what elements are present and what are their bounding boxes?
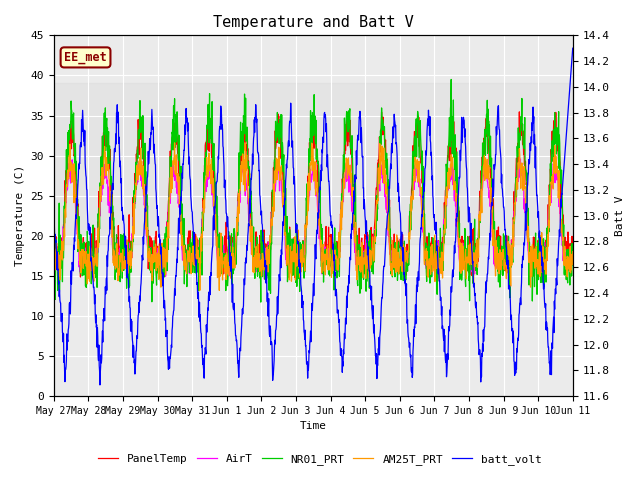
PanelTemp xyxy=(394,235,401,241)
NR01_PRT xyxy=(223,281,231,287)
AirT xyxy=(569,258,577,264)
batt_volt xyxy=(224,214,232,220)
Y-axis label: Temperature (C): Temperature (C) xyxy=(15,165,25,266)
Y-axis label: Batt V: Batt V xyxy=(615,195,625,236)
batt_volt xyxy=(50,213,58,218)
PanelTemp xyxy=(433,276,440,282)
PanelTemp xyxy=(165,186,173,192)
batt_volt xyxy=(569,45,577,51)
batt_volt xyxy=(153,205,161,211)
AM25T_PRT xyxy=(569,249,577,254)
AirT xyxy=(165,192,173,198)
NR01_PRT xyxy=(165,192,173,198)
AM25T_PRT xyxy=(50,257,58,263)
AirT xyxy=(508,258,516,264)
batt_volt xyxy=(462,144,470,150)
PanelTemp xyxy=(462,248,470,253)
AirT xyxy=(462,249,470,255)
PanelTemp xyxy=(569,242,577,248)
Line: AM25T_PRT: AM25T_PRT xyxy=(54,143,573,290)
Line: NR01_PRT: NR01_PRT xyxy=(54,80,573,302)
AM25T_PRT xyxy=(153,259,161,265)
batt_volt xyxy=(96,382,104,388)
AirT xyxy=(153,250,161,256)
PanelTemp xyxy=(223,258,231,264)
Title: Temperature and Batt V: Temperature and Batt V xyxy=(213,15,413,30)
NR01_PRT xyxy=(508,258,516,264)
AM25T_PRT xyxy=(224,264,232,269)
NR01_PRT xyxy=(50,289,58,295)
NR01_PRT xyxy=(462,246,470,252)
NR01_PRT xyxy=(569,262,577,267)
PanelTemp xyxy=(153,268,161,274)
NR01_PRT xyxy=(257,299,264,305)
Bar xyxy=(54,84,573,244)
AM25T_PRT xyxy=(508,262,516,268)
Line: PanelTemp: PanelTemp xyxy=(54,112,573,279)
AirT xyxy=(50,252,58,258)
Line: batt_volt: batt_volt xyxy=(54,48,573,385)
AM25T_PRT xyxy=(462,264,470,270)
PanelTemp xyxy=(50,244,58,250)
AirT xyxy=(260,276,268,282)
AM25T_PRT xyxy=(171,140,179,146)
batt_volt xyxy=(166,365,173,371)
Text: EE_met: EE_met xyxy=(64,51,107,64)
X-axis label: Time: Time xyxy=(300,421,327,432)
NR01_PRT xyxy=(394,271,402,276)
NR01_PRT xyxy=(153,282,161,288)
AM25T_PRT xyxy=(216,288,223,293)
AirT xyxy=(448,155,456,160)
AM25T_PRT xyxy=(165,195,173,201)
AirT xyxy=(223,252,231,258)
PanelTemp xyxy=(508,239,516,244)
AirT xyxy=(394,257,402,263)
PanelTemp xyxy=(447,109,455,115)
batt_volt xyxy=(508,312,515,318)
batt_volt xyxy=(394,189,402,194)
Legend: PanelTemp, AirT, NR01_PRT, AM25T_PRT, batt_volt: PanelTemp, AirT, NR01_PRT, AM25T_PRT, ba… xyxy=(94,450,546,469)
AM25T_PRT xyxy=(394,250,402,255)
NR01_PRT xyxy=(447,77,455,83)
Line: AirT: AirT xyxy=(54,157,573,279)
